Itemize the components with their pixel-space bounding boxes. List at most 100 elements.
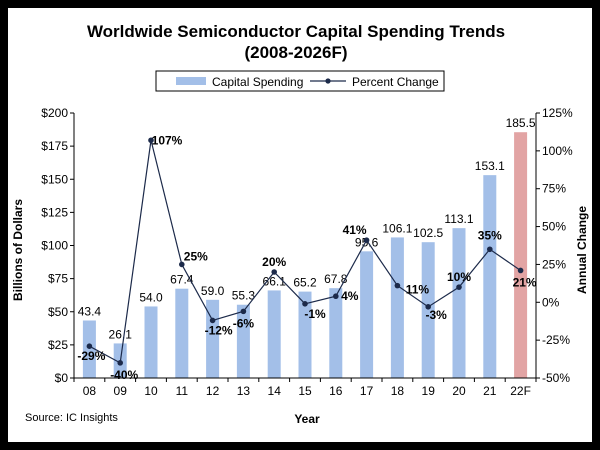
left-tick-label: $50 [48, 305, 68, 319]
right-tick-label: 0% [542, 295, 560, 309]
percent-label: 10% [447, 270, 471, 284]
bar-value-label: 153.1 [475, 159, 505, 173]
legend-label-percent-change: Percent Change [352, 75, 439, 89]
bar [452, 228, 466, 378]
left-tick-label: $25 [48, 338, 68, 352]
percent-label: -40% [110, 368, 138, 382]
legend: Capital Spending Percent Change [155, 70, 445, 92]
chart-card: Worldwide Semiconductor Capital Spending… [8, 8, 592, 442]
percent-point [517, 267, 524, 274]
bar-value-label: 65.2 [293, 276, 317, 290]
bar-value-label: 185.5 [506, 116, 536, 130]
left-tick-label: $75 [48, 272, 68, 286]
left-tick-label: $175 [41, 139, 68, 153]
x-tick-label: 11 [176, 384, 189, 398]
percent-label: 35% [478, 228, 502, 242]
percent-label: -1% [304, 307, 326, 321]
x-tick-label: 22F [510, 384, 531, 398]
bars-layer: 43.426.154.067.459.055.366.165.267.895.6… [78, 116, 536, 378]
chart-title-line1: Worldwide Semiconductor Capital Spending… [87, 22, 505, 41]
bar [82, 320, 96, 378]
right-tick-label: 25% [542, 257, 566, 271]
right-axis-title: Annual Change [575, 206, 589, 294]
percent-label: -12% [205, 323, 233, 337]
bar-value-label: 26.1 [109, 327, 133, 341]
bar [360, 251, 374, 378]
x-tick-label: 09 [114, 384, 128, 398]
percent-point [148, 137, 154, 144]
percent-point [363, 237, 370, 243]
percent-label: 21% [513, 275, 537, 289]
percent-point [117, 360, 123, 366]
percent-label: -29% [77, 349, 105, 363]
x-tick-label: 15 [298, 384, 312, 398]
left-axis-title: Billions of Dollars [11, 199, 25, 301]
source-note: Source: IC Insights [25, 412, 118, 424]
x-axis-title: Year [294, 412, 320, 426]
x-tick-label: 08 [83, 384, 97, 398]
bar [421, 242, 435, 378]
bar [483, 175, 497, 378]
percent-point [394, 282, 401, 289]
bar [514, 132, 528, 378]
percent-label: 4% [341, 289, 359, 303]
percent-label: 107% [152, 133, 183, 147]
right-tick-label: 125% [542, 106, 573, 120]
x-tick-label: 20 [452, 384, 466, 398]
right-axis: -50% -25% 0% 25% 50% 75% 100% 125% [535, 106, 573, 385]
legend-box [155, 70, 445, 92]
left-tick-label: $100 [41, 239, 68, 253]
x-tick-label: 19 [422, 384, 436, 398]
percent-point [179, 261, 185, 268]
right-tick-label: 100% [542, 144, 573, 158]
x-tick-label: 14 [268, 384, 282, 398]
percent-label: -3% [426, 308, 448, 322]
percent-point [271, 269, 278, 275]
bar-value-label: 59.0 [201, 284, 225, 298]
bar-value-label: 106.1 [382, 221, 412, 235]
percent-label: 20% [262, 255, 286, 269]
percent-label: 11% [406, 283, 430, 297]
left-tick-label: $200 [41, 106, 68, 120]
bar [329, 288, 343, 378]
x-tick-label: 13 [237, 384, 251, 398]
left-tick-label: $125 [41, 205, 68, 219]
percent-point [333, 293, 339, 300]
legend-bar-swatch [176, 77, 206, 85]
percent-point [487, 246, 493, 253]
bar [175, 288, 189, 378]
left-tick-label: $0 [55, 371, 69, 385]
bar [236, 304, 250, 378]
chart-title-line2: (2008-2026F) [244, 43, 347, 62]
percent-point [209, 317, 216, 324]
percent-label: 25% [184, 249, 208, 263]
x-tick-label: 10 [144, 384, 158, 398]
percent-label: 41% [343, 223, 367, 237]
bar-value-label: 67.8 [324, 272, 348, 286]
bar-value-label: 54.0 [139, 290, 163, 304]
x-tick-label: 12 [206, 384, 220, 398]
x-axis: 08 09 10 11 12 13 14 15 16 17 18 19 20 21 22F [73, 377, 537, 398]
percent-point [456, 284, 462, 290]
x-tick-label: 21 [483, 384, 497, 398]
percent-point [240, 308, 247, 315]
bar-value-label: 102.5 [413, 226, 443, 240]
left-axis: $0 $25 $50 $75 $100 $125 $150 $175 $200 [41, 106, 75, 385]
percent-point [302, 301, 308, 307]
bar [144, 306, 158, 378]
x-tick-label: 17 [360, 384, 374, 398]
bar-value-label: 43.4 [78, 304, 102, 318]
right-tick-label: 50% [542, 220, 566, 234]
left-tick-label: $150 [41, 172, 68, 186]
percent-label: -6% [233, 316, 255, 330]
chart-svg: Worldwide Semiconductor Capital Spending… [11, 22, 589, 426]
percent-point [425, 304, 432, 310]
bar-value-label: 113.1 [444, 212, 473, 226]
bar [390, 237, 404, 378]
right-tick-label: 75% [542, 182, 566, 196]
right-tick-label: -50% [542, 371, 570, 385]
bar-value-label: 55.3 [232, 289, 256, 303]
bar [267, 290, 281, 378]
right-tick-label: -25% [542, 333, 570, 347]
